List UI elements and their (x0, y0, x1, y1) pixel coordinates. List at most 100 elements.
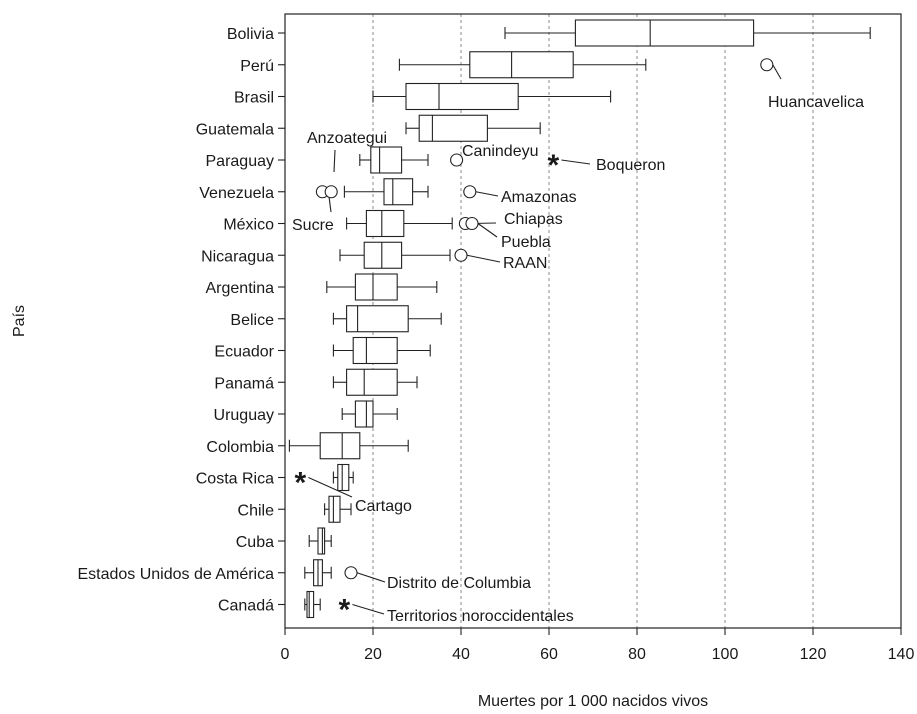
x-tick-label: 120 (800, 646, 827, 663)
country-label: Colombia (206, 439, 274, 456)
country-label: Guatemala (196, 121, 274, 138)
label-leader (772, 64, 782, 80)
box-iqr (328, 495, 341, 523)
country-label: Belice (230, 312, 274, 329)
outlier-label: Canindeyu (462, 143, 539, 160)
outlier-label: Puebla (501, 234, 551, 251)
country-label: Chile (238, 502, 275, 519)
outlier-label: Sucre (292, 217, 334, 234)
box-14 (332, 463, 354, 492)
outlier-star: * (548, 149, 560, 182)
plot-frame (284, 13, 902, 629)
x-tick-label: 80 (628, 646, 646, 663)
x-tick-label: 40 (452, 646, 470, 663)
country-label: Paraguay (206, 153, 275, 170)
x-axis-ticks: 0 20 40 60 80 100 120 140 (281, 628, 914, 663)
box-16 (308, 527, 332, 555)
box-iqr (574, 19, 755, 47)
outlier-circle (760, 58, 774, 72)
box-4 (359, 146, 429, 174)
label-leader (466, 254, 501, 263)
box-iqr (418, 114, 488, 142)
box-iqr (363, 241, 403, 269)
box-8 (326, 273, 438, 301)
box-iqr (354, 400, 374, 428)
outlier-label: RAAN (503, 255, 547, 272)
outlier-circle (454, 248, 468, 262)
country-label: Estados Unidos de América (77, 566, 274, 583)
outlier-circle (450, 153, 464, 167)
outlier-circle (324, 185, 338, 199)
country-label: Ecuador (214, 344, 274, 361)
box-iqr (383, 178, 414, 206)
label-leader (333, 149, 336, 173)
box-iqr (469, 51, 574, 79)
country-label: Nicaragua (201, 248, 274, 265)
country-label: Bolivia (227, 26, 274, 43)
box-iqr (306, 590, 315, 619)
country-label: Brasil (234, 90, 274, 107)
label-leader (477, 223, 498, 238)
outlier-label: Territorios noroccidentales (387, 608, 574, 625)
country-label: Panamá (214, 375, 274, 392)
country-label: Costa Rica (196, 471, 274, 488)
x-tick-label: 100 (712, 646, 739, 663)
outlier-label: Boqueron (596, 157, 665, 174)
box-iqr (354, 273, 398, 301)
box-10 (332, 336, 431, 365)
box-0 (504, 19, 871, 47)
box-6 (346, 209, 453, 238)
country-label: Canadá (218, 598, 274, 615)
label-leader (561, 159, 591, 165)
outlier-circle (344, 566, 358, 580)
box-iqr (337, 463, 350, 492)
y-axis-label: País (11, 305, 28, 337)
outlier-circle (465, 216, 479, 231)
country-label: Cuba (236, 534, 274, 551)
box-1 (398, 51, 647, 79)
label-leader (352, 603, 385, 615)
box-11 (332, 368, 418, 396)
country-label: Uruguay (214, 407, 274, 424)
box-18 (304, 590, 321, 619)
box-iqr (405, 82, 519, 111)
label-leader (308, 476, 353, 498)
box-17 (304, 559, 332, 587)
outlier-label: Chiapas (504, 211, 563, 228)
country-label: México (223, 217, 274, 234)
box-iqr (352, 336, 398, 365)
box-iqr (317, 527, 326, 555)
x-tick-label: 20 (364, 646, 382, 663)
x-tick-label: 60 (540, 646, 558, 663)
country-label: Perú (240, 58, 274, 75)
box-iqr (346, 305, 409, 333)
box-5 (343, 178, 429, 206)
label-leader (475, 191, 499, 197)
x-tick-label: 0 (281, 646, 290, 663)
outlier-star: * (339, 594, 351, 627)
boxes (288, 19, 871, 619)
box-2 (372, 82, 612, 111)
outlier-label: Cartago (355, 498, 412, 515)
outlier-label: Amazonas (501, 189, 577, 206)
outlier-label: Huancavelica (768, 94, 864, 111)
box-15 (324, 495, 352, 523)
outliers: Huancavelica Canindeyu * Boqueron Anzoategui… (292, 58, 864, 627)
box-9 (332, 305, 442, 333)
box-12 (341, 400, 398, 428)
outlier-label: Distrito de Columbia (387, 575, 531, 592)
box-iqr (319, 432, 361, 460)
x-axis-label: Muertes por 1 000 nacidos vivos (478, 693, 708, 710)
country-labels: Bolivia Perú Brasil Guatemala Paraguay Venezu… (77, 26, 285, 615)
box-iqr (346, 368, 398, 396)
label-leader (356, 572, 386, 583)
box-iqr (370, 146, 403, 174)
outlier-star: * (295, 467, 307, 500)
country-label: Venezuela (199, 185, 274, 202)
outlier-label: Anzoategui (307, 130, 387, 147)
box-iqr (365, 209, 405, 238)
country-label: Argentina (206, 280, 275, 297)
outlier-circle (463, 185, 477, 199)
box-13 (288, 432, 409, 460)
